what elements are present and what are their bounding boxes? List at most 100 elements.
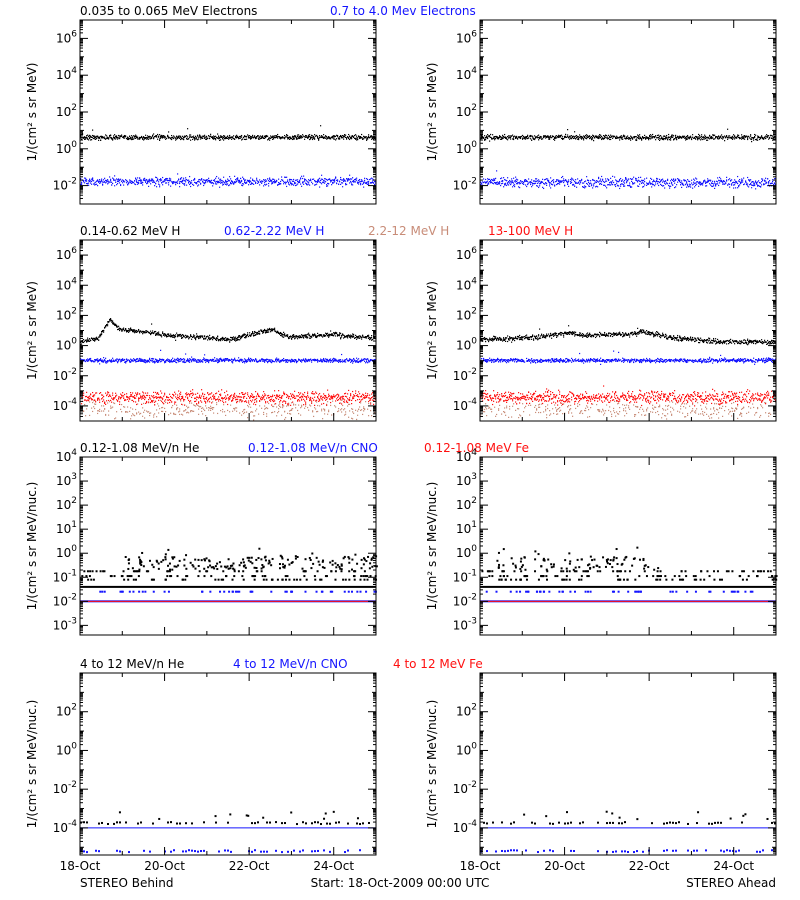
data-point (605, 134, 607, 136)
data-point (89, 134, 91, 136)
data-point (768, 181, 770, 183)
data-point (715, 183, 717, 185)
data-point (536, 185, 538, 187)
data-point (772, 182, 774, 184)
data-point (218, 138, 220, 140)
data-point (320, 179, 322, 182)
data-point (697, 181, 699, 183)
data-point (264, 408, 266, 410)
data-point (252, 396, 254, 399)
data-point (216, 402, 218, 404)
data-point (577, 136, 579, 138)
data-point (556, 183, 558, 186)
data-point (630, 178, 632, 180)
data-point (251, 393, 253, 395)
data-point (269, 177, 271, 179)
data-point (283, 137, 285, 139)
data-point (149, 181, 151, 183)
data-point (292, 397, 294, 399)
data-point (257, 393, 259, 396)
data-point (166, 182, 168, 184)
data-point (326, 398, 328, 401)
data-point (89, 358, 91, 360)
data-point (91, 399, 93, 401)
data-point (95, 403, 97, 405)
data-point (353, 394, 355, 396)
data-point (126, 396, 128, 398)
data-point (280, 183, 282, 185)
data-point (95, 401, 97, 403)
data-point (531, 186, 533, 188)
data-point (538, 139, 540, 141)
data-point (255, 182, 257, 184)
data-point (755, 138, 757, 141)
data-point (88, 397, 90, 399)
data-point (691, 138, 693, 141)
data-point (172, 182, 174, 184)
data-point (193, 179, 195, 181)
data-point (96, 137, 98, 139)
data-point (259, 405, 261, 407)
data-point (619, 139, 621, 141)
data-point (538, 181, 540, 183)
data-point (533, 137, 535, 139)
data-point (497, 183, 499, 185)
data-point (599, 180, 601, 182)
data-point (135, 183, 137, 186)
data-point (125, 411, 127, 413)
data-point (154, 136, 156, 138)
data-point (118, 396, 120, 398)
data-point (118, 137, 120, 139)
data-point (511, 182, 513, 184)
data-point (336, 179, 338, 181)
data-point (592, 134, 594, 136)
data-point (279, 394, 281, 396)
data-point (296, 184, 298, 186)
data-point (198, 138, 200, 140)
data-point (351, 399, 353, 402)
data-point (699, 136, 701, 138)
data-point (505, 137, 507, 139)
data-point (285, 417, 287, 419)
data-point (643, 137, 645, 140)
data-point (593, 185, 595, 187)
data-point (368, 180, 370, 183)
data-point (529, 181, 531, 183)
data-point (324, 137, 326, 139)
data-point (335, 400, 337, 402)
data-point (538, 137, 540, 139)
data-point (235, 181, 237, 184)
data-point (129, 179, 131, 181)
data-point (271, 183, 273, 185)
data-point (507, 182, 509, 184)
data-point (237, 398, 239, 400)
data-point (137, 358, 139, 360)
data-point (139, 360, 141, 362)
data-point (252, 411, 254, 413)
data-point (733, 134, 735, 136)
data-point (185, 181, 187, 183)
data-point (168, 137, 170, 139)
data-point (355, 409, 357, 411)
data-point (102, 184, 104, 186)
data-point (559, 135, 561, 137)
data-point (655, 139, 657, 141)
data-point (197, 135, 199, 137)
data-point (121, 180, 123, 183)
data-point (101, 135, 103, 137)
data-point (495, 135, 497, 138)
data-point (331, 184, 333, 186)
data-point (699, 134, 701, 137)
data-point (484, 138, 486, 141)
data-point (547, 180, 549, 182)
data-point (187, 138, 189, 140)
data-point (687, 136, 689, 138)
data-point (262, 398, 264, 400)
data-point (638, 137, 640, 140)
data-point (648, 137, 650, 139)
data-point (87, 137, 89, 139)
data-point (344, 401, 346, 403)
data-point (226, 184, 228, 186)
data-point (199, 396, 201, 398)
data-point (334, 396, 336, 398)
